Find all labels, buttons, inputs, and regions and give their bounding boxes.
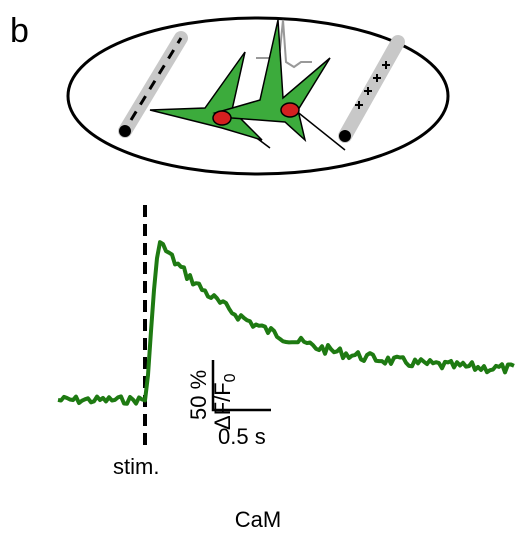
unit-subscript: 0 [222,373,239,382]
unit: ΔF/F [210,382,235,430]
electrode [338,35,405,143]
scale-y-unit: ΔF/F0 [210,373,239,430]
scale-x-label: 0.5 s [218,424,266,449]
neuron [149,19,346,151]
stimulus-label: stim. [113,454,159,479]
fluorescence-trace [57,240,515,406]
panel-label: b [10,12,29,50]
scale-bar [211,360,271,412]
caption: CaM [235,507,281,532]
electrode-charge [129,37,183,121]
electrode-tip [339,130,351,142]
electrode-charge [355,61,390,109]
scale-y-label: 50 % [186,370,211,420]
electrode-tip [119,125,131,137]
